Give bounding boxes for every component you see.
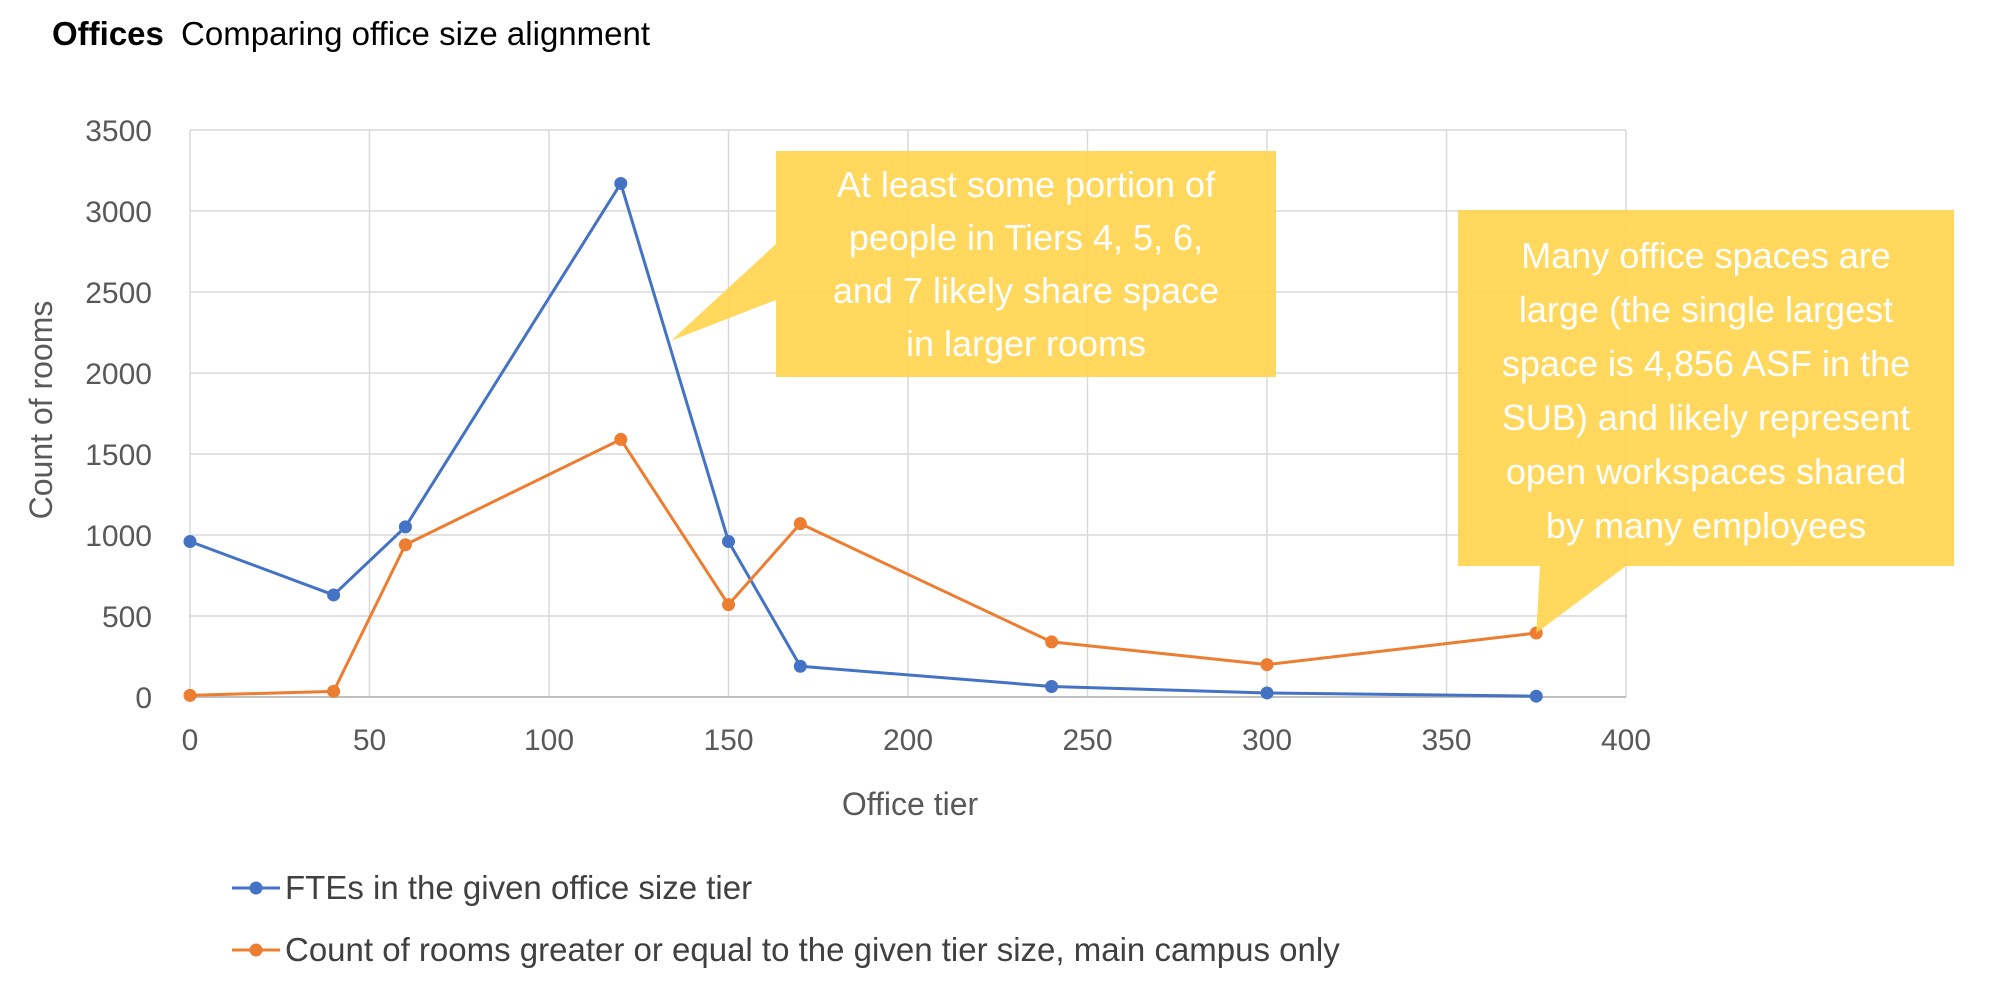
legend-label: FTEs in the given office size tier <box>285 869 752 906</box>
data-point <box>398 520 412 534</box>
legend-item-2: Count of rooms greater or equal to the g… <box>232 931 1340 968</box>
data-point <box>793 659 807 673</box>
x-tick-label: 100 <box>524 724 574 757</box>
x-tick-label: 0 <box>182 724 199 757</box>
callout-pointer <box>1536 566 1626 634</box>
y-tick-label: 3000 <box>85 196 152 229</box>
data-point <box>398 538 412 552</box>
callout-line: people in Tiers 4, 5, 6, <box>849 217 1203 258</box>
y-tick-label: 1000 <box>85 520 152 553</box>
callout-1: At least some portion of people in Tiers … <box>671 151 1276 377</box>
callout-line: open workspaces shared <box>1506 451 1906 492</box>
legend: FTEs in the given office size tier Count … <box>232 869 1340 968</box>
callout-box <box>1458 210 1954 566</box>
callout-line: At least some portion of <box>837 164 1216 205</box>
callout-box <box>776 151 1276 377</box>
x-tick-label: 300 <box>1242 724 1292 757</box>
callout-line: and 7 likely share space <box>833 270 1219 311</box>
x-tick-label: 400 <box>1601 724 1651 757</box>
data-point <box>183 688 197 702</box>
data-point <box>327 588 341 602</box>
data-point <box>614 432 628 446</box>
data-point <box>1045 635 1059 649</box>
y-tick-label: 0 <box>135 682 152 715</box>
series <box>183 176 1543 703</box>
series-1 <box>183 176 1543 703</box>
data-point <box>183 534 197 548</box>
callout-line: in larger rooms <box>906 323 1146 364</box>
data-point <box>722 598 735 612</box>
callout-2: Many office spaces are large (the single … <box>1458 210 1954 634</box>
callout-pointer <box>671 244 776 341</box>
chart-subtitle: Comparing office size alignment <box>181 15 650 52</box>
x-tick-label: 200 <box>883 724 933 757</box>
x-axis-title: Office tier <box>842 786 979 822</box>
chart-title: Offices Comparing office size alignment <box>52 15 650 52</box>
x-tick-label: 250 <box>1062 724 1112 757</box>
data-point <box>614 176 628 190</box>
y-tick-label: 2500 <box>85 277 152 310</box>
x-tick-label: 150 <box>703 724 753 757</box>
y-tick-label: 2000 <box>85 358 152 391</box>
x-tick-label: 50 <box>353 724 386 757</box>
data-point <box>1260 686 1274 700</box>
callout-line: SUB) and likely represent <box>1502 397 1910 438</box>
callout-line: space is 4,856 ASF in the <box>1502 343 1910 384</box>
callout-line: Many office spaces are <box>1521 235 1891 276</box>
callouts: At least some portion of people in Tiers … <box>671 151 1954 634</box>
x-tick-label: 350 <box>1421 724 1471 757</box>
data-point <box>793 517 807 531</box>
data-point <box>1260 658 1274 672</box>
chart-title-bold: Offices <box>52 15 164 52</box>
legend-marker <box>249 881 263 895</box>
data-point <box>327 684 341 698</box>
tick-labels: 0 50 100 150 200 250 300 350 400 0 500 1000 1500 2000… <box>85 115 1651 757</box>
legend-marker <box>249 943 263 957</box>
legend-item-1: FTEs in the given office size tier <box>232 869 752 906</box>
data-point <box>722 534 735 548</box>
callout-line: by many employees <box>1546 505 1866 546</box>
data-point <box>1045 679 1059 693</box>
series-line <box>189 437 1537 697</box>
y-tick-label: 500 <box>102 601 152 634</box>
series-2 <box>183 432 1543 702</box>
legend-label: Count of rooms greater or equal to the g… <box>285 931 1340 968</box>
y-tick-label: 1500 <box>85 439 152 472</box>
data-point <box>1529 689 1543 703</box>
callout-line: large (the single largest <box>1519 289 1893 330</box>
y-axis-title: Count of rooms <box>23 301 59 520</box>
y-tick-label: 3500 <box>85 115 152 148</box>
